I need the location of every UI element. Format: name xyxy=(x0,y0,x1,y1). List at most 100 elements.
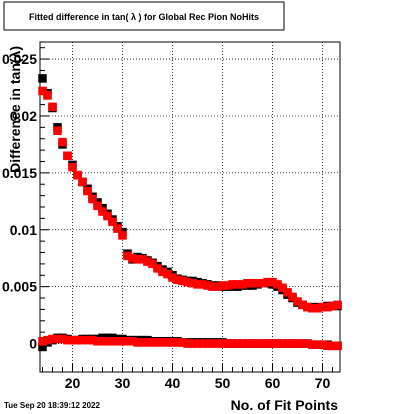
data-point xyxy=(293,339,302,348)
data-point xyxy=(283,288,292,297)
data-point xyxy=(288,339,297,348)
data-point xyxy=(183,277,192,287)
data-point xyxy=(178,276,187,286)
y-tick-label: 0.025 xyxy=(2,51,37,67)
data-point xyxy=(123,251,132,261)
data-point xyxy=(108,217,117,227)
data-point xyxy=(233,339,242,348)
data-point xyxy=(268,277,277,287)
data-point xyxy=(228,339,237,348)
data-point xyxy=(48,102,57,112)
y-tick-label: 0 xyxy=(29,336,37,352)
data-point xyxy=(303,339,312,348)
data-point xyxy=(143,338,152,347)
data-point xyxy=(248,339,257,348)
data-point xyxy=(38,342,47,352)
data-point xyxy=(248,278,257,288)
axis-ticks xyxy=(40,47,333,372)
data-point xyxy=(313,340,322,349)
y-tick-label: 0.02 xyxy=(10,108,37,124)
data-point xyxy=(43,91,52,100)
data-point xyxy=(153,264,162,273)
data-point xyxy=(133,255,142,264)
data-point xyxy=(58,334,67,344)
data-point xyxy=(318,340,327,349)
data-point xyxy=(273,339,282,348)
data-point xyxy=(148,338,157,347)
data-point xyxy=(58,137,67,147)
data-point xyxy=(233,280,242,289)
x-tick-label: 30 xyxy=(115,375,131,391)
data-point xyxy=(298,339,307,348)
data-point xyxy=(273,280,282,289)
data-point xyxy=(193,280,202,289)
data-point xyxy=(278,283,287,293)
data-point xyxy=(68,162,77,172)
data-point xyxy=(213,282,222,291)
data-point xyxy=(123,337,132,346)
data-point xyxy=(158,338,167,347)
data-point xyxy=(303,302,312,312)
data-point xyxy=(258,278,267,288)
data-point xyxy=(163,269,172,279)
data-point xyxy=(88,194,97,204)
x-tick-label: 60 xyxy=(265,375,281,391)
grid-lines xyxy=(40,42,340,372)
data-point xyxy=(128,253,137,263)
data-markers xyxy=(38,74,342,352)
data-point xyxy=(333,341,342,351)
data-point xyxy=(83,186,92,196)
data-point xyxy=(288,292,297,302)
data-point xyxy=(108,337,117,346)
data-point xyxy=(113,224,122,233)
data-point xyxy=(158,267,167,277)
data-point xyxy=(103,337,112,346)
data-point xyxy=(238,280,247,289)
data-point xyxy=(228,280,237,289)
data-point xyxy=(53,126,62,136)
x-tick-label: 70 xyxy=(315,375,331,391)
x-tick-label: 50 xyxy=(215,375,231,391)
data-point xyxy=(278,339,287,348)
data-point xyxy=(173,338,182,347)
data-point xyxy=(308,340,317,349)
data-point xyxy=(328,341,337,351)
data-point xyxy=(168,273,177,282)
data-point xyxy=(263,277,272,287)
chart-title: Fitted difference in tan( λ ) for Global… xyxy=(29,12,259,22)
data-point xyxy=(203,281,212,290)
data-point xyxy=(218,281,227,290)
data-point xyxy=(253,278,262,288)
data-point xyxy=(73,170,82,180)
data-point xyxy=(308,304,317,313)
data-point xyxy=(323,302,332,312)
tick-labels: 20 30 40 50 60 70 0 0.005 0.01 0.015 0.02 0.025 xyxy=(2,51,331,391)
data-point xyxy=(238,339,247,348)
y-tick-label: 0.005 xyxy=(2,279,37,295)
data-point xyxy=(293,297,302,306)
data-point xyxy=(268,339,277,348)
data-point xyxy=(208,339,217,348)
data-point xyxy=(63,151,72,161)
data-point xyxy=(128,337,137,346)
data-point xyxy=(48,334,57,344)
data-point xyxy=(43,335,52,345)
data-point xyxy=(163,338,172,347)
data-point xyxy=(53,334,62,344)
data-point xyxy=(328,301,337,311)
data-point xyxy=(38,74,47,83)
data-point xyxy=(168,338,177,347)
data-point xyxy=(183,339,192,348)
x-axis-title: No. of Fit Points xyxy=(231,397,339,413)
data-point xyxy=(263,339,272,348)
data-point xyxy=(208,282,217,291)
data-point xyxy=(88,335,97,345)
data-point xyxy=(258,339,267,348)
timestamp: Tue Sep 20 18:39:12 2022 xyxy=(4,401,100,410)
data-point xyxy=(93,201,102,211)
title-box xyxy=(3,1,285,31)
data-point xyxy=(253,339,262,348)
y-tick-label: 0.015 xyxy=(2,165,37,181)
data-point xyxy=(283,339,292,348)
data-point xyxy=(298,300,307,310)
